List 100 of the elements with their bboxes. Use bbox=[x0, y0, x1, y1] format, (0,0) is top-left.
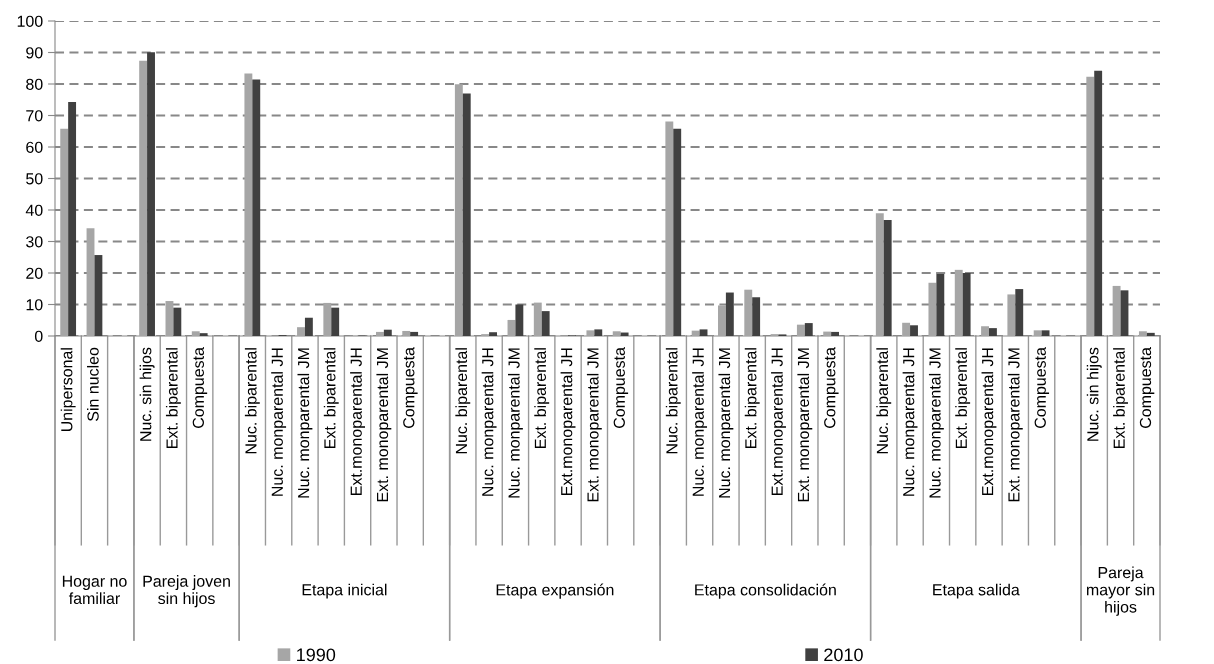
bar bbox=[489, 332, 497, 336]
x-tick-label: Nuc. monparental JM bbox=[507, 348, 523, 498]
text: Etapa expansión bbox=[496, 583, 614, 599]
y-tick-label: 40 bbox=[25, 204, 43, 216]
x-tick-label: Compuesta bbox=[613, 347, 629, 428]
text: Etapa salida bbox=[933, 583, 1020, 599]
x-tick-label: Unipersonal bbox=[60, 348, 76, 432]
bar bbox=[252, 79, 261, 336]
bar bbox=[981, 326, 989, 336]
bar bbox=[936, 273, 945, 336]
bar bbox=[1041, 330, 1050, 336]
bar bbox=[594, 329, 603, 336]
bar bbox=[902, 322, 911, 336]
bar bbox=[244, 73, 253, 336]
bar bbox=[402, 330, 411, 336]
bar bbox=[586, 330, 595, 336]
x-tick-label: Compuesta bbox=[1139, 347, 1155, 428]
text: Etapa consolidación bbox=[695, 583, 836, 599]
bar bbox=[752, 297, 761, 336]
bar bbox=[1094, 70, 1103, 336]
bar bbox=[139, 60, 148, 336]
x-tick-label: Ext. biparental bbox=[1113, 348, 1128, 448]
x-tick-label: Compuesta bbox=[1034, 347, 1050, 428]
x-tick-label: Ext.monoparental JH bbox=[771, 348, 786, 495]
bar bbox=[331, 307, 340, 336]
y-tick-label: 10 bbox=[26, 299, 43, 311]
x-tick-label: Ext. biparental bbox=[165, 348, 181, 448]
bar bbox=[60, 128, 69, 336]
bar bbox=[515, 304, 524, 336]
x-tick-label: Ext. biparental bbox=[744, 348, 760, 448]
bar bbox=[883, 220, 892, 336]
bar bbox=[823, 331, 832, 336]
x-tick-label: Nuc. monparental JM bbox=[928, 348, 944, 498]
bar bbox=[375, 331, 384, 336]
bar bbox=[699, 329, 708, 336]
bar bbox=[533, 302, 542, 336]
bar bbox=[718, 305, 726, 336]
x-tick-label: Compuesta bbox=[824, 347, 839, 428]
bar bbox=[147, 52, 155, 336]
bar bbox=[462, 93, 471, 336]
bar bbox=[1033, 330, 1042, 336]
x-tick-label: Ext.monoparental JH bbox=[981, 348, 997, 495]
text: Hogar no familiar bbox=[62, 575, 127, 605]
x-tick-label: Nuc. monparental JH bbox=[481, 348, 497, 496]
y-tick-label: 20 bbox=[26, 267, 43, 279]
bar bbox=[173, 307, 182, 336]
bar bbox=[541, 311, 550, 336]
x-tick-label: Nuc. biparental bbox=[455, 348, 471, 454]
bar bbox=[962, 273, 971, 336]
x-tick-label: Ext. biparental bbox=[534, 348, 550, 448]
bar bbox=[454, 84, 463, 336]
x-tick-label: Ext. monoparental JM bbox=[797, 348, 813, 502]
bar bbox=[1007, 294, 1016, 336]
bar bbox=[383, 329, 392, 336]
y-tick-label: 50 bbox=[26, 173, 43, 185]
text: Pareja mayor sin hijos bbox=[1086, 566, 1155, 616]
x-tick-label: Nuc. biparental bbox=[244, 348, 260, 454]
x-tick-label: Ext. monoparental JM bbox=[376, 348, 392, 502]
bar bbox=[323, 302, 332, 336]
x-tick-label: Compuesta bbox=[192, 347, 208, 428]
bar bbox=[68, 101, 77, 336]
y-tick-label: 0 bbox=[34, 330, 43, 342]
bar bbox=[691, 330, 700, 336]
bar bbox=[831, 331, 840, 336]
y-tick-label: 100 bbox=[17, 15, 43, 27]
bar bbox=[94, 255, 103, 336]
bar bbox=[744, 289, 753, 336]
bar bbox=[1138, 331, 1147, 336]
bar bbox=[796, 324, 805, 336]
x-tick-label: Sin nucleo bbox=[87, 347, 99, 421]
bar bbox=[612, 331, 621, 336]
bar bbox=[1146, 332, 1155, 336]
bar bbox=[875, 213, 884, 336]
bar bbox=[199, 333, 208, 336]
x-tick-label: Ext. biparental bbox=[323, 348, 339, 448]
x-tick-label: Nuc. monparental JH bbox=[692, 348, 708, 496]
x-tick-label: Nuc. biparental bbox=[876, 348, 892, 454]
x-tick-label: Nuc. monparental JH bbox=[902, 348, 918, 496]
bar bbox=[988, 328, 997, 336]
x-tick-label: Nuc. sin hijos bbox=[1086, 347, 1102, 441]
bar bbox=[191, 331, 200, 336]
x-tick-label: Ext.monoparental JH bbox=[560, 348, 576, 495]
bar bbox=[410, 331, 419, 336]
bar bbox=[804, 323, 813, 336]
text: Pareja joven sin hijos bbox=[143, 575, 230, 608]
x-tick-label: Nuc. biparental bbox=[665, 348, 681, 454]
bar bbox=[1112, 285, 1121, 336]
bar bbox=[673, 128, 682, 336]
y-tick-label: 80 bbox=[26, 78, 43, 90]
x-tick-label: Ext. monoparental JM bbox=[1007, 348, 1023, 502]
bar bbox=[928, 282, 937, 336]
bar bbox=[297, 327, 305, 336]
bar bbox=[910, 325, 918, 336]
text: Etapa inicial bbox=[302, 583, 387, 599]
y-tick-label: 60 bbox=[26, 141, 43, 153]
bar bbox=[1015, 289, 1024, 336]
x-tick-label: Nuc. monparental JM bbox=[718, 348, 734, 498]
x-tick-label: Nuc. sin hijos bbox=[139, 347, 155, 441]
x-tick-label: Nuc. monparental JM bbox=[297, 348, 313, 498]
x-tick-label: Ext.monoparental JH bbox=[350, 348, 365, 495]
